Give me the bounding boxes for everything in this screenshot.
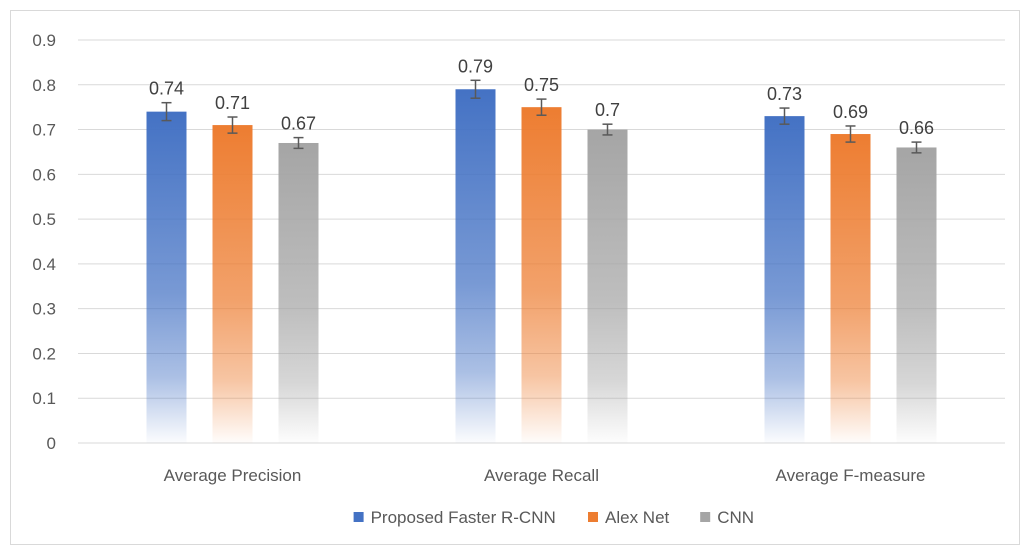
y-tick-label: 0.4 <box>32 255 56 274</box>
error-bar <box>293 136 304 150</box>
data-label: 0.79 <box>458 56 493 76</box>
y-tick-label: 0.6 <box>32 165 56 184</box>
legend-item: CNN <box>700 508 754 527</box>
category-label: Average Precision <box>164 466 302 485</box>
error-bar <box>911 141 922 154</box>
error-bar <box>470 79 481 99</box>
error-bar <box>161 101 172 122</box>
bar <box>830 134 871 444</box>
data-label: 0.71 <box>215 93 250 113</box>
error-bars <box>161 79 922 154</box>
bar <box>587 129 628 444</box>
bar <box>455 89 496 443</box>
category-label: Average F-measure <box>776 466 926 485</box>
y-axis-ticks: 0 0.1 0.2 0.3 0.4 0.5 0.6 0.7 0.8 0.9 <box>32 31 56 453</box>
error-bar <box>227 116 238 134</box>
legend-label: CNN <box>717 508 754 527</box>
y-tick-label: 0.5 <box>32 210 56 229</box>
data-labels: 0.74 0.71 0.67 0.79 0.75 0.7 0.73 0.69 0.66 <box>149 56 934 138</box>
error-bar <box>602 123 613 136</box>
data-label: 0.75 <box>524 75 559 95</box>
legend: Proposed Faster R-CNN Alex Net CNN <box>353 508 754 527</box>
data-label: 0.66 <box>899 118 934 138</box>
legend-label: Proposed Faster R-CNN <box>371 508 556 527</box>
y-tick-label: 0.7 <box>32 121 56 140</box>
legend-item: Proposed Faster R-CNN <box>353 508 556 527</box>
data-label: 0.74 <box>149 79 184 99</box>
error-bar <box>779 107 790 125</box>
data-label: 0.73 <box>767 84 802 104</box>
bar <box>764 116 805 443</box>
y-tick-label: 0.2 <box>32 344 56 363</box>
category-labels: Average Precision Average Recall Average F… <box>164 466 926 485</box>
legend-swatch <box>353 512 364 522</box>
error-bar <box>845 125 856 143</box>
y-tick-label: 0.1 <box>32 389 56 408</box>
y-tick-label: 0.3 <box>32 300 56 319</box>
category-label: Average Recall <box>484 466 599 485</box>
legend-swatch <box>700 512 711 522</box>
bars <box>146 89 937 444</box>
data-label: 0.7 <box>595 100 620 120</box>
data-label: 0.69 <box>833 102 868 122</box>
legend-item: Alex Net <box>588 508 670 527</box>
legend-swatch <box>588 512 598 522</box>
bar <box>212 125 253 444</box>
y-tick-label: 0.8 <box>32 76 56 95</box>
bar <box>521 107 562 444</box>
bar <box>896 147 937 443</box>
bar <box>146 111 187 444</box>
error-bar <box>536 98 547 116</box>
y-tick-label: 0.9 <box>32 31 56 50</box>
legend-label: Alex Net <box>605 508 670 527</box>
data-label: 0.67 <box>281 114 316 134</box>
bar <box>278 142 319 443</box>
y-tick-label: 0 <box>47 434 56 453</box>
